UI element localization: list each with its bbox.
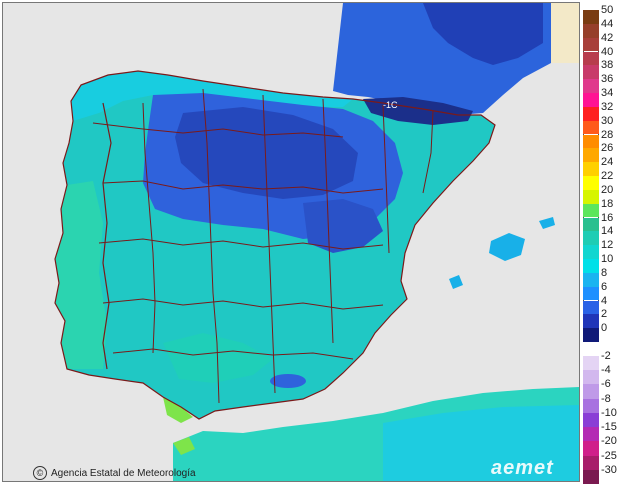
legend-label: 42 (601, 31, 614, 44)
iberian-system-cold (303, 199, 383, 253)
credit-line: © Agencia Estatal de Meteorología (33, 466, 196, 480)
legend-label: 10 (601, 253, 614, 265)
legend-label: 14 (601, 225, 614, 238)
legend-swatch (583, 148, 599, 163)
mediterranean-france-edge (551, 3, 579, 63)
legend-label: 50 (601, 4, 614, 16)
province-borders (92, 88, 434, 404)
legend-swatch (583, 245, 599, 259)
legend-swatch (583, 300, 599, 315)
map-value-label: -1C (383, 100, 398, 110)
legend-label: -10 (601, 406, 617, 419)
legend-label: 20 (601, 183, 614, 196)
ceuta-warm (173, 437, 195, 455)
legend-label: 8 (601, 266, 608, 279)
legend-label: 32 (601, 100, 614, 113)
legend-swatch (583, 106, 599, 121)
legend-swatch (583, 217, 599, 232)
legend-swatch (583, 469, 599, 484)
legend-label: 26 (601, 142, 614, 155)
legend-swatch (583, 189, 599, 204)
legend-swatch (583, 314, 599, 329)
legend-swatch (583, 384, 599, 399)
credit-text: Agencia Estatal de Meteorología (51, 467, 196, 479)
legend-swatch (583, 65, 599, 80)
mallorca (489, 233, 525, 261)
legend-label: -2 (601, 350, 611, 362)
legend-label: 2 (601, 308, 608, 321)
country-outline (54, 70, 496, 420)
legend-swatch (583, 259, 599, 273)
temperature-map: -1C © Agencia Estatal de Meteorología ae… (2, 2, 580, 482)
legend-label: 16 (601, 211, 614, 224)
copyright-icon: © (33, 466, 47, 480)
legend-label: -8 (601, 392, 611, 405)
legend-label: -25 (601, 449, 617, 462)
legend-label: 6 (601, 280, 608, 293)
legend-swatch (583, 441, 599, 456)
legend-label: 22 (601, 170, 614, 182)
legend-swatch (583, 162, 599, 176)
legend-label: 44 (601, 17, 614, 30)
legend-label: 12 (601, 239, 614, 252)
legend-swatch (583, 23, 599, 38)
legend-label: -30 (601, 463, 617, 476)
legend-swatch (583, 370, 599, 385)
legend-swatch (583, 120, 599, 135)
legend-swatch (583, 231, 599, 246)
north-africa-cool (383, 405, 579, 481)
sierra-nevada-cold (270, 374, 306, 388)
legend-label: 30 (601, 114, 614, 127)
portugal-border (102, 102, 112, 370)
legend-label: -4 (601, 364, 611, 377)
portugal-coast (55, 181, 107, 369)
legend-label: -15 (601, 421, 617, 434)
legend-label: 28 (601, 128, 614, 141)
color-legend: 50 44 42 40 38 36 34 32 30 28 26 24 22 20 18 16 14 12 10 8 6… (583, 5, 629, 486)
very-cold-core (175, 107, 358, 199)
cadiz-warm (163, 397, 193, 423)
legend-label: 0 (601, 322, 608, 335)
ibiza (449, 275, 463, 289)
legend-label: 38 (601, 59, 614, 72)
legend-label: 4 (601, 294, 608, 307)
legend-swatch (583, 328, 599, 342)
legend-label: -20 (601, 435, 617, 448)
legend-swatch (583, 356, 599, 371)
legend-label: 36 (601, 73, 614, 86)
legend-swatch (583, 427, 599, 442)
legend-swatch (583, 51, 599, 66)
legend-swatch (583, 398, 599, 413)
legend-label: 40 (601, 45, 614, 58)
map-canvas: -1C (3, 3, 579, 481)
legend-swatch (583, 455, 599, 470)
legend-swatch (583, 203, 599, 218)
legend-swatch (583, 79, 599, 93)
legend-label: 24 (601, 156, 614, 169)
legend-swatch (583, 93, 599, 107)
legend-swatch (583, 286, 599, 301)
legend-label: -6 (601, 378, 611, 391)
legend-label: 34 (601, 87, 614, 99)
menorca (539, 217, 555, 229)
legend-swatch (583, 272, 599, 287)
legend-swatch (583, 412, 599, 428)
legend-swatch (583, 37, 599, 52)
legend-swatch (583, 176, 599, 190)
legend-label: 18 (601, 197, 614, 210)
aemet-logo: aemet (491, 457, 554, 479)
france-cold-core (423, 3, 543, 65)
legend-swatch (583, 10, 599, 24)
legend-swatch (583, 134, 599, 149)
